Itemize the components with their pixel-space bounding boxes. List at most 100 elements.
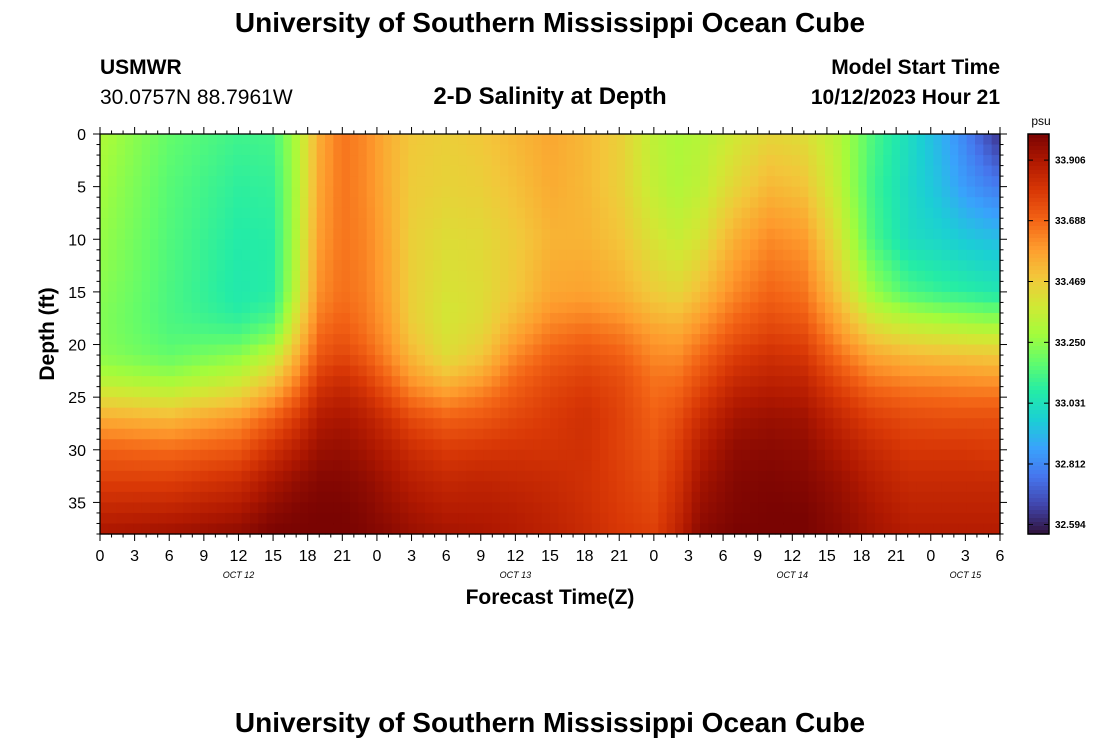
- heatmap-cell: [458, 207, 468, 219]
- heatmap-cell: [400, 323, 409, 335]
- heatmap-cell: [783, 144, 793, 156]
- heatmap-cell: [866, 165, 876, 177]
- heatmap-cell: [391, 334, 401, 346]
- heatmap-cell: [508, 334, 518, 346]
- heatmap-cell: [341, 428, 351, 440]
- heatmap-cell: [475, 302, 484, 314]
- heatmap-cell: [141, 449, 151, 461]
- heatmap-cell: [841, 186, 851, 198]
- heatmap-cell: [166, 397, 176, 409]
- heatmap-cell: [941, 239, 951, 251]
- heatmap-cell: [816, 270, 826, 282]
- heatmap-cell: [125, 228, 134, 240]
- heatmap-cell: [950, 228, 959, 240]
- heatmap-cell: [900, 218, 909, 230]
- heatmap-cell: [108, 418, 118, 430]
- heatmap-cell: [666, 344, 676, 356]
- heatmap-cell: [300, 449, 309, 461]
- heatmap-cell: [191, 512, 201, 525]
- heatmap-cell: [916, 281, 926, 293]
- heatmap-cell: [283, 281, 293, 293]
- heatmap-cell: [833, 155, 843, 167]
- heatmap-cell: [266, 386, 276, 398]
- heatmap-cell: [383, 270, 393, 282]
- heatmap-cell: [991, 397, 1001, 409]
- heatmap-cell: [775, 523, 784, 535]
- heatmap-cell: [233, 523, 243, 535]
- heatmap-cell: [600, 512, 609, 525]
- heatmap-cell: [150, 239, 159, 251]
- heatmap-cell: [483, 302, 493, 314]
- heatmap-cell: [700, 291, 709, 304]
- heatmap-cell: [166, 386, 176, 398]
- heatmap-cell: [325, 302, 334, 314]
- heatmap-cell: [325, 439, 334, 451]
- heatmap-cell: [291, 270, 301, 282]
- heatmap-cell: [725, 270, 734, 282]
- heatmap-cell: [666, 449, 676, 461]
- heatmap-cell: [458, 291, 468, 304]
- heatmap-cell: [166, 239, 176, 251]
- heatmap-cell: [366, 386, 376, 398]
- heatmap-cell: [658, 439, 668, 451]
- heatmap-cell: [141, 386, 151, 398]
- heatmap-cell: [866, 323, 876, 335]
- heatmap-cell: [950, 144, 959, 156]
- heatmap-cell: [358, 312, 368, 325]
- heatmap-cell: [791, 249, 801, 261]
- heatmap-cell: [350, 176, 359, 188]
- heatmap-cell: [133, 481, 143, 493]
- heatmap-cell: [875, 428, 884, 440]
- heatmap-cell: [116, 302, 126, 314]
- heatmap-cell: [608, 249, 618, 261]
- heatmap-cell: [241, 407, 251, 419]
- heatmap-cell: [283, 512, 293, 525]
- heatmap-cell: [783, 397, 793, 409]
- heatmap-cell: [833, 418, 843, 430]
- heatmap-cell: [891, 334, 901, 346]
- heatmap-cell: [908, 491, 918, 504]
- heatmap-cell: [183, 449, 193, 461]
- heatmap-cell: [500, 186, 509, 198]
- colorbar-step: [1028, 342, 1049, 347]
- x-tick-label: 9: [476, 548, 485, 565]
- heatmap-cell: [116, 312, 126, 325]
- heatmap-cell: [450, 460, 459, 472]
- heatmap-cell: [216, 239, 226, 251]
- heatmap-cell: [716, 428, 726, 440]
- heatmap-cell: [808, 376, 818, 388]
- heatmap-cell: [458, 407, 468, 419]
- heatmap-cell: [150, 302, 159, 314]
- heatmap-cell: [666, 334, 676, 346]
- heatmap-cell: [783, 365, 793, 377]
- heatmap-cell: [391, 428, 401, 440]
- heatmap-cell: [100, 502, 109, 514]
- heatmap-cell: [791, 144, 801, 156]
- heatmap-cell: [200, 481, 209, 493]
- heatmap-cell: [358, 323, 368, 335]
- heatmap-cell: [658, 218, 668, 230]
- heatmap-cell: [991, 481, 1001, 493]
- heatmap-cell: [108, 470, 118, 482]
- heatmap-cell: [775, 260, 784, 272]
- heatmap-cell: [133, 428, 143, 440]
- heatmap-cell: [175, 260, 184, 272]
- heatmap-cell: [858, 218, 868, 230]
- heatmap-cell: [675, 365, 684, 377]
- heatmap-cell: [175, 134, 184, 146]
- heatmap-cell: [691, 144, 701, 156]
- heatmap-cell: [100, 344, 109, 356]
- heatmap-cell: [625, 355, 634, 367]
- heatmap-cell: [391, 218, 401, 230]
- heatmap-cell: [808, 460, 818, 472]
- heatmap-cell: [883, 176, 893, 188]
- heatmap-cell: [600, 439, 609, 451]
- heatmap-cell: [133, 344, 143, 356]
- colorbar-step: [1028, 514, 1049, 519]
- heatmap-cell: [166, 418, 176, 430]
- heatmap-cell: [775, 281, 784, 293]
- heatmap-cell: [833, 239, 843, 251]
- heatmap-cell: [191, 186, 201, 198]
- colorbar-tick-label: 33.250: [1055, 338, 1086, 349]
- heatmap-cell: [741, 165, 751, 177]
